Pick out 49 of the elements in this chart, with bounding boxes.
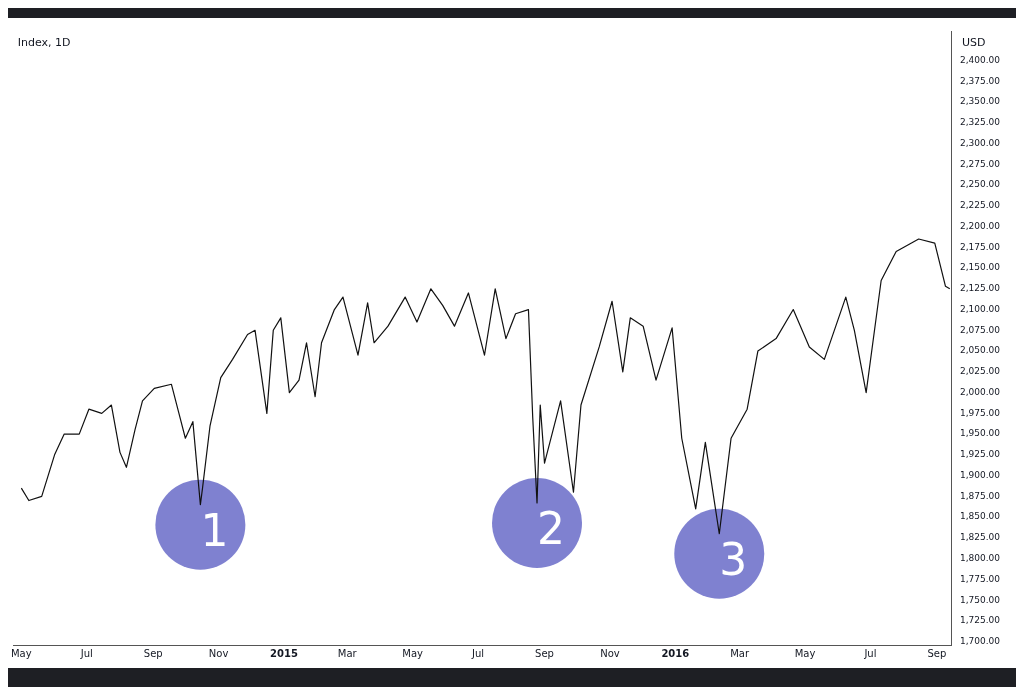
x-tick-label: Sep — [143, 647, 163, 659]
x-tick-label: Sep — [927, 647, 947, 659]
text: Index, 1D — [17, 35, 71, 49]
y-tick-label: 2,350.00 — [959, 96, 1001, 107]
x-tick-label: Jul — [79, 647, 93, 659]
x-tick-label: Jul — [471, 647, 485, 659]
y-tick-label: 1,800.00 — [959, 552, 1001, 563]
y-tick-label: 1,700.00 — [959, 636, 1001, 647]
annotation: 2 — [537, 503, 566, 555]
y-axis-title: USD — [961, 35, 986, 49]
x-tick-label: Nov — [208, 647, 229, 659]
y-tick-label: 2,325.00 — [959, 117, 1001, 128]
x-tick-label: Sep — [535, 647, 554, 659]
y-tick-label: 2,125.00 — [959, 283, 1001, 294]
y-tick-label: 2,250.00 — [959, 179, 1001, 190]
y-tick-label: 2,175.00 — [959, 241, 1001, 252]
x-tick-label: May — [402, 647, 424, 659]
y-tick-label: 1,850.00 — [959, 511, 1001, 522]
x-tick-label: 2015 — [270, 647, 298, 659]
y-tick-label: 2,375.00 — [959, 75, 1001, 86]
y-tick-label: 1,975.00 — [959, 407, 1001, 418]
y-tick-label: 1,775.00 — [959, 573, 1001, 584]
y-tick-label: 1,750.00 — [959, 594, 1001, 605]
x-tick-label: Mar — [730, 647, 750, 659]
y-tick-label: 1,925.00 — [959, 449, 1001, 460]
x-tick-label: 2016 — [661, 647, 690, 659]
y-tick-label: 2,300.00 — [959, 137, 1001, 148]
y-tick-label: 1,900.00 — [959, 469, 1001, 480]
y-tick-label: 2,100.00 — [959, 303, 1001, 314]
y-tick-label: 2,150.00 — [959, 262, 1001, 273]
y-tick-label: 2,075.00 — [959, 324, 1001, 335]
x-tick-label: May — [10, 647, 32, 659]
x-tick-label: Jul — [863, 647, 877, 659]
y-tick-label: 1,875.00 — [959, 490, 1001, 501]
y-tick-label: 2,400.00 — [959, 54, 1001, 65]
annotation: 1 — [200, 505, 229, 557]
y-tick-label: 2,050.00 — [959, 345, 1001, 356]
annotation: 3 — [719, 534, 748, 586]
y-tick-label: 2,225.00 — [959, 200, 1001, 211]
y-tick-label: 2,200.00 — [959, 220, 1001, 231]
x-tick-label: May — [794, 647, 816, 659]
y-tick-label: 1,825.00 — [959, 532, 1001, 543]
y-tick-label: 1,725.00 — [959, 615, 1001, 626]
y-tick-label: 2,275.00 — [959, 158, 1001, 169]
x-tick-label: Mar — [337, 647, 358, 659]
x-tick-label: Nov — [600, 647, 620, 659]
y-tick-label: 2,025.00 — [959, 366, 1001, 377]
y-tick-label: 2,000.00 — [959, 386, 1001, 397]
y-tick-label: 1,950.00 — [959, 428, 1001, 439]
